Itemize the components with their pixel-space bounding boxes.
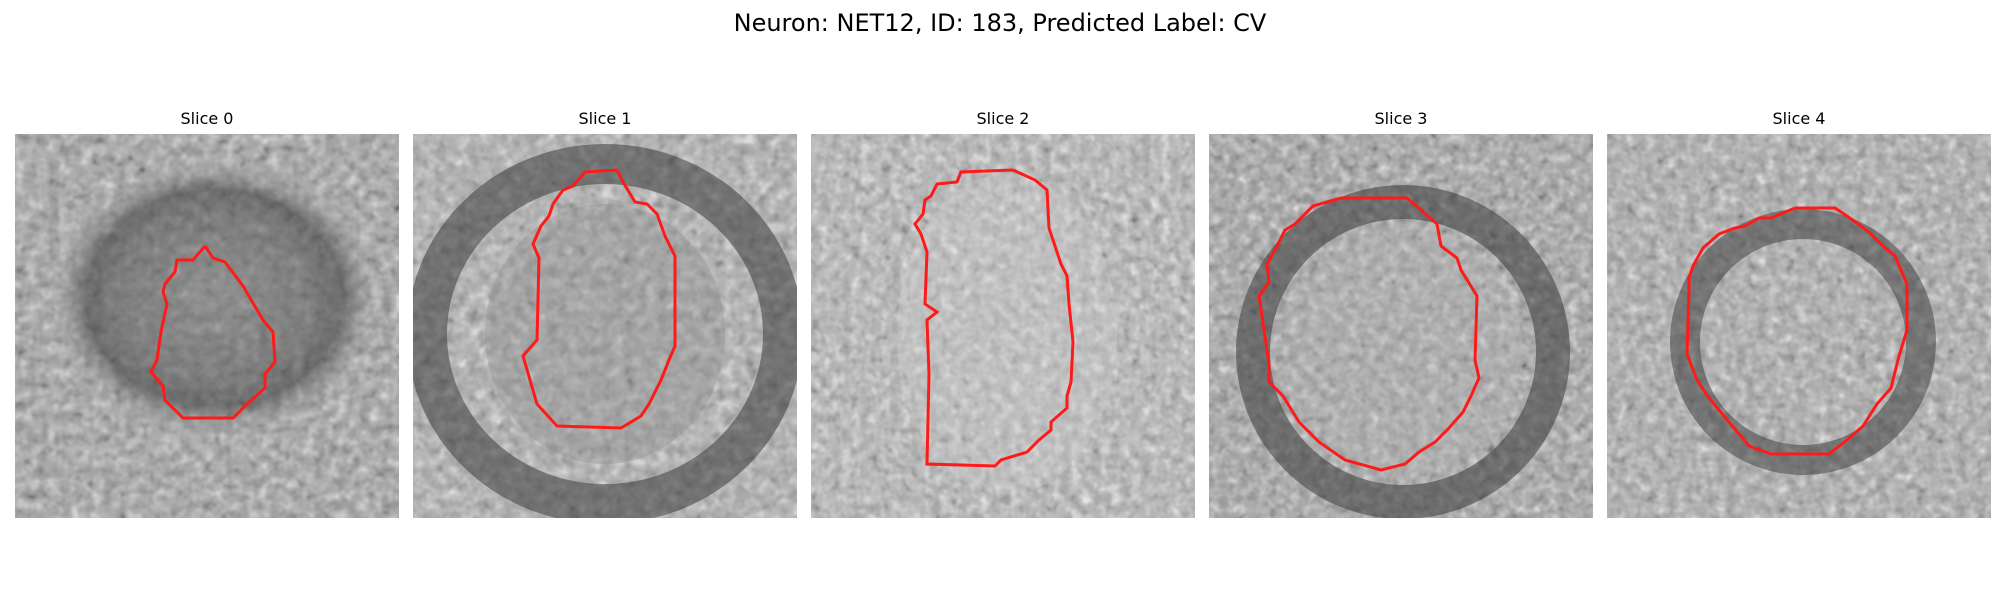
slice-title-3: Slice 3 (1374, 109, 1428, 128)
slice-panel-3: Slice 3 (1209, 108, 1593, 526)
slice-panel-4: Slice 4 (1607, 108, 1991, 526)
slice-title-4: Slice 4 (1772, 109, 1826, 128)
slice-image-0 (15, 134, 399, 518)
slice-title-1: Slice 1 (578, 109, 632, 128)
slice-title-2: Slice 2 (976, 109, 1030, 128)
cell-contour (1685, 206, 1909, 456)
cell-contour (1257, 196, 1481, 472)
figure-title: Neuron: NET12, ID: 183, Predicted Label:… (733, 9, 1267, 37)
slice-image-2 (811, 134, 1195, 518)
slice-title-0: Slice 0 (180, 109, 234, 128)
slice-image-3 (1209, 134, 1593, 518)
cell-contour (913, 168, 1075, 468)
slice-panel-2: Slice 2 (811, 108, 1195, 526)
slice-panel-1: Slice 1 (413, 108, 797, 526)
slice-panel-0: Slice 0 (15, 108, 399, 526)
slice-image-1 (413, 134, 797, 518)
slice-image-4 (1607, 134, 1991, 518)
cell-contour (521, 168, 677, 430)
cell-contour (149, 245, 277, 420)
